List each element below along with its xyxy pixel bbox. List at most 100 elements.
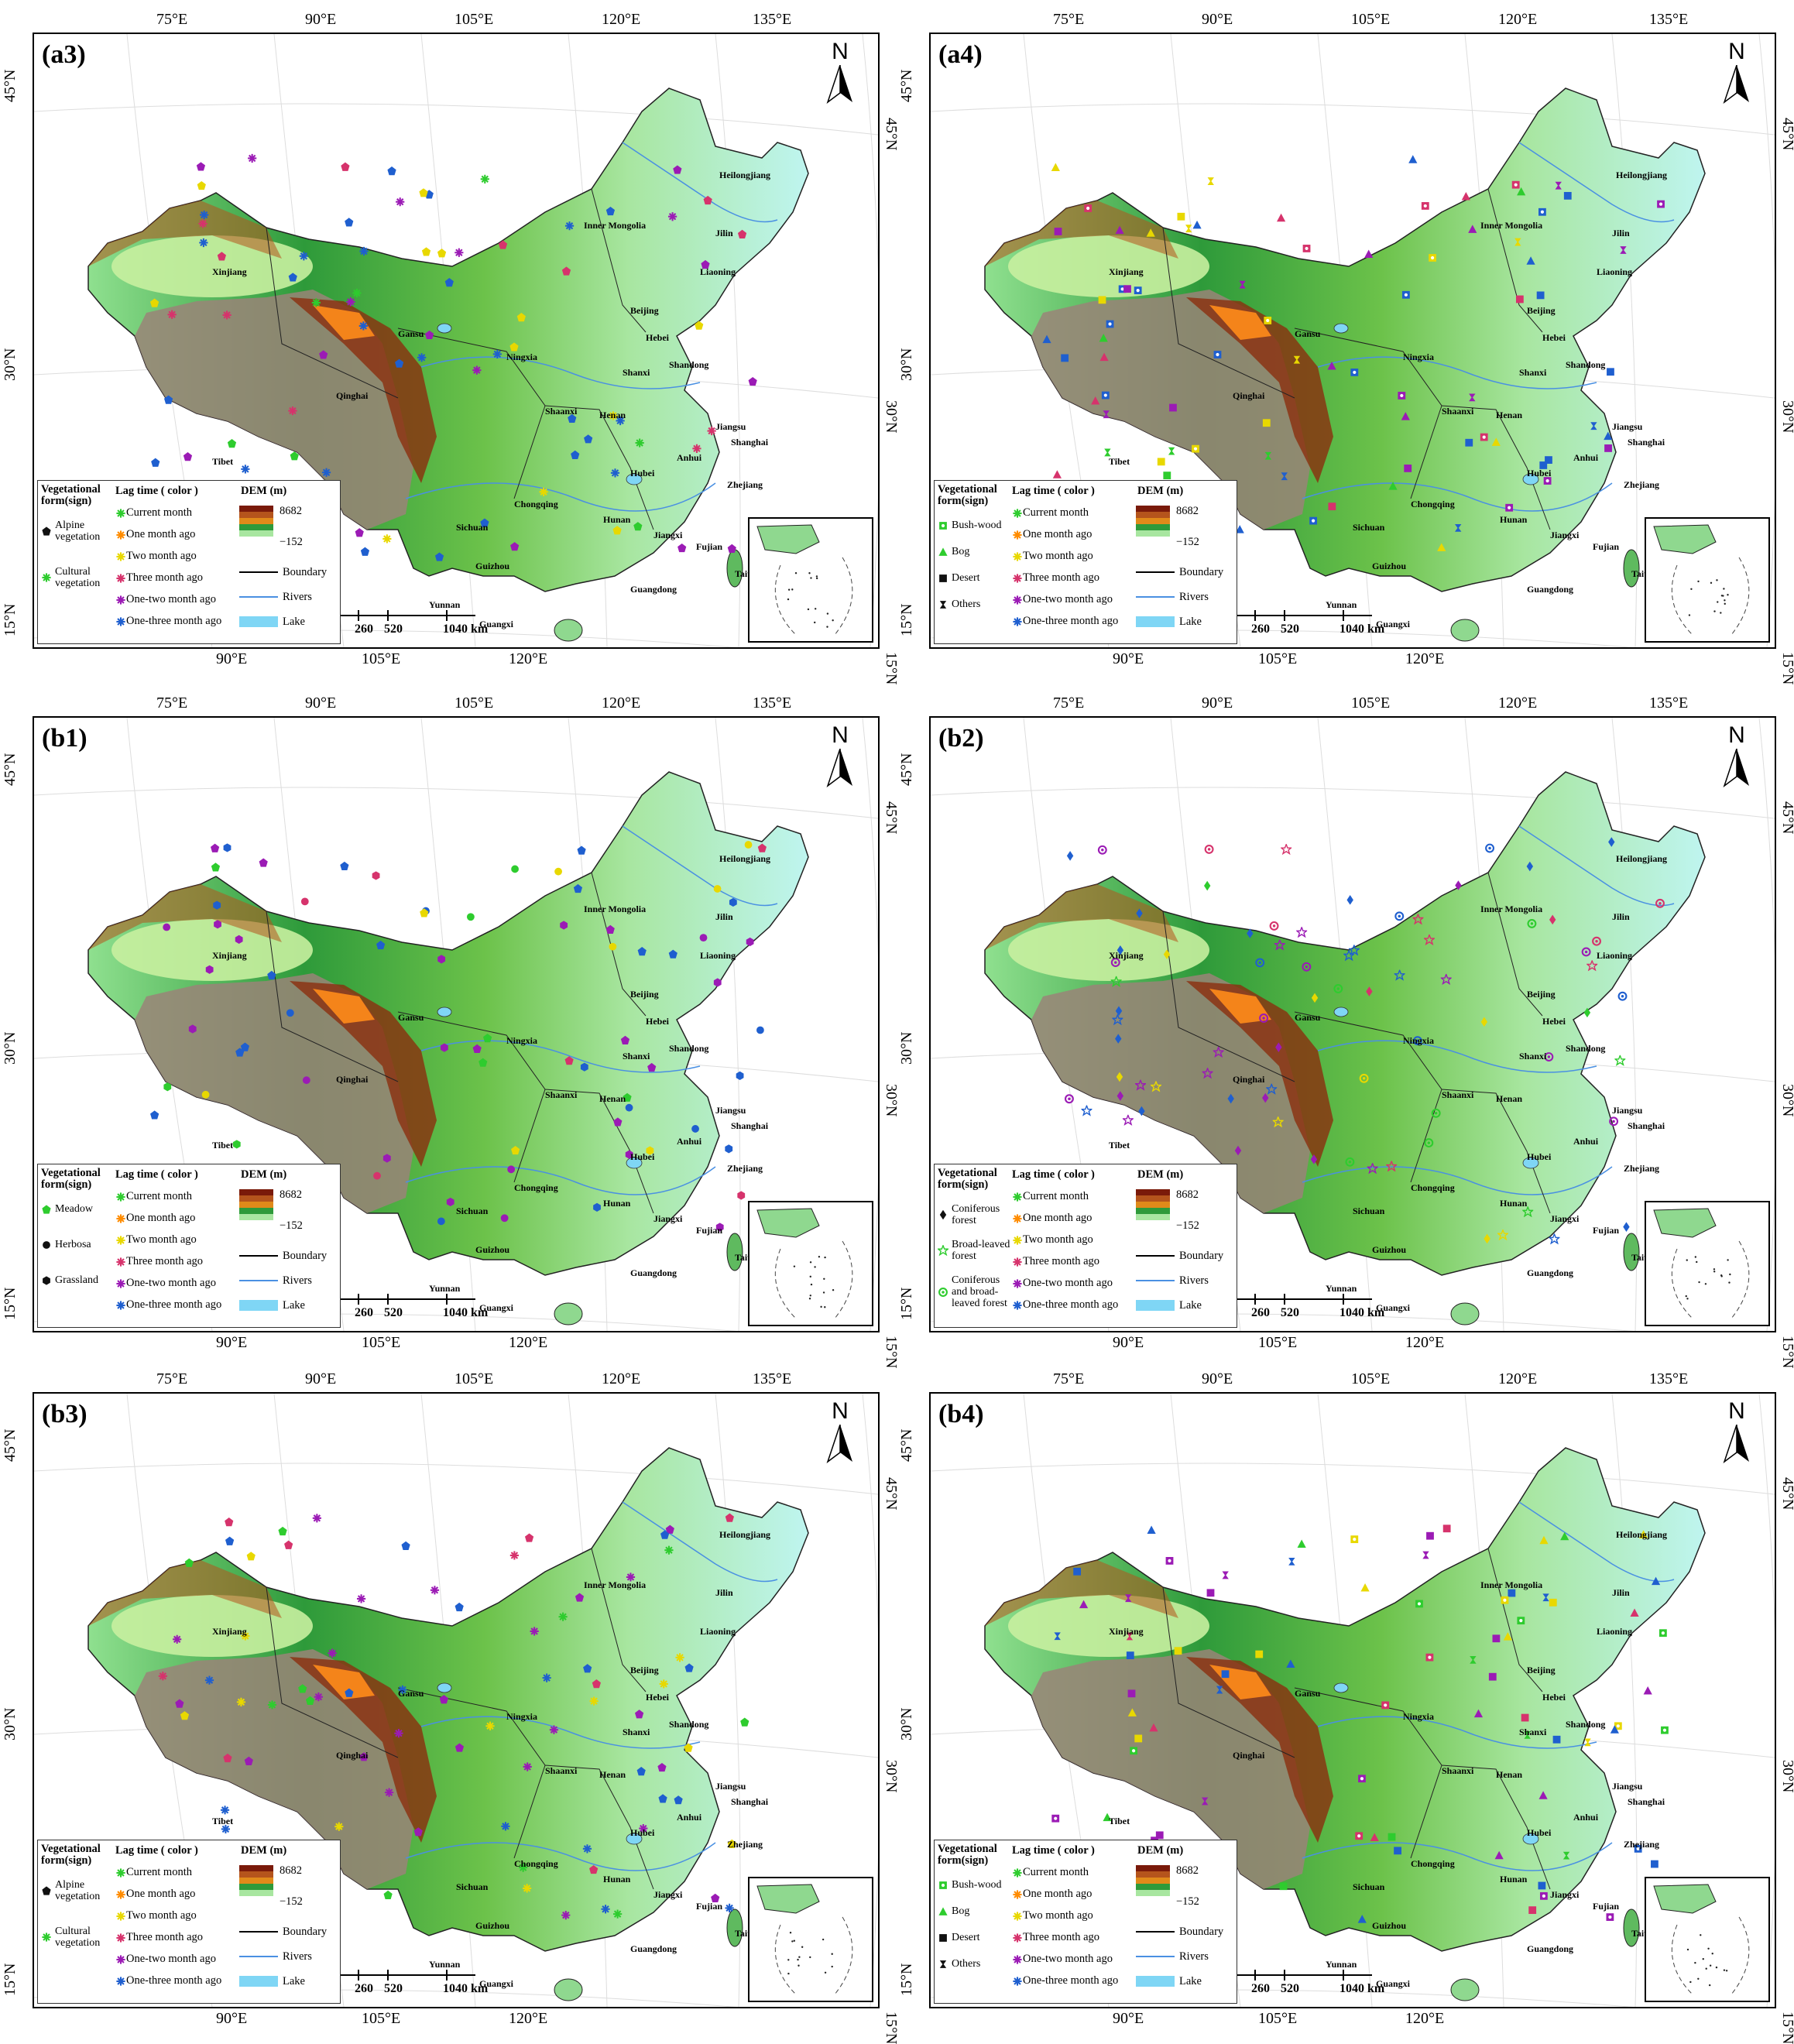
legend-rivers-item: Rivers [1136, 591, 1209, 603]
asterisk-icon [539, 487, 548, 496]
asterisk-icon [1013, 595, 1022, 605]
asterisk-icon [472, 365, 482, 375]
pentagon-icon [267, 970, 276, 980]
legend-lag-label: One-three month ago [126, 1298, 222, 1311]
ring-dot-icon [1255, 958, 1265, 968]
station-marker [284, 1540, 293, 1549]
legend-form-label: Others [952, 598, 981, 610]
circle-icon [43, 1240, 50, 1249]
province-label: Guangdong [630, 1267, 677, 1278]
latitude-tick-right: 30°N [883, 400, 900, 434]
asterisk-icon [346, 297, 355, 307]
latitude-tick-right: 15°N [883, 2011, 900, 2044]
legend-form-label: Broad-leaved forest [952, 1239, 1010, 1262]
legend-boundary-item: Boundary [239, 566, 327, 578]
station-marker [1492, 1634, 1501, 1643]
station-marker [345, 218, 354, 227]
station-marker [691, 1125, 699, 1133]
station-marker [620, 1035, 630, 1044]
pentagon-icon [695, 321, 704, 330]
ring-dot-icon [1269, 921, 1279, 931]
station-marker [1185, 225, 1192, 233]
asterisk-icon [509, 1551, 519, 1560]
rivers-symbol-icon [239, 1280, 278, 1281]
pentagon-icon [577, 845, 586, 855]
station-marker [1206, 1589, 1215, 1597]
diamond-icon [1247, 928, 1254, 938]
station-marker [1106, 320, 1114, 328]
river-line [622, 1501, 778, 1583]
scale-bar: 02605201040 km [1222, 1970, 1388, 2001]
legend-lag-item: Current month [1012, 507, 1089, 519]
province-boundary [266, 1548, 654, 1890]
longitude-tick-top: 75°E [156, 1370, 188, 1387]
circle-icon [507, 1165, 516, 1174]
pentagon-icon [210, 843, 220, 852]
pentagon-icon [511, 1145, 520, 1155]
station-marker [1264, 317, 1272, 324]
lake [1522, 473, 1539, 485]
pentagon-icon [737, 229, 747, 238]
asterisk-icon [398, 1685, 407, 1695]
asterisk-icon [222, 310, 232, 320]
station-marker [660, 1530, 670, 1539]
station-marker [1539, 461, 1548, 469]
legend-form-header: Vegetational form(sign) [41, 1167, 101, 1191]
hourglass-icon [1620, 246, 1627, 254]
province-label: Shaanxi [1442, 1765, 1474, 1776]
latitude-tick-right: 45°N [1779, 801, 1794, 835]
station-marker [492, 349, 502, 358]
square-icon [1552, 1735, 1561, 1744]
province-label: Shanghai [731, 1120, 769, 1131]
pentagon-icon [583, 1664, 592, 1673]
star-icon [938, 1245, 948, 1256]
station-marker [1126, 1651, 1134, 1659]
station-marker [1288, 1557, 1295, 1566]
pentagon-icon [360, 547, 370, 556]
station-marker [1381, 1701, 1390, 1710]
station-marker [1130, 1747, 1138, 1755]
legend-form-item: Alpine vegetation [41, 1879, 114, 1902]
legend-lag-item: Three month ago [115, 572, 203, 584]
province-label: Tibet [1109, 1816, 1130, 1826]
station-marker [616, 416, 625, 426]
province-label: Jiangsu [715, 1781, 746, 1792]
station-marker [507, 1165, 516, 1174]
station-marker [1163, 472, 1171, 480]
star-icon [1112, 1013, 1123, 1025]
legend-lake-item: Lake [239, 616, 305, 628]
asterisk-icon [321, 468, 331, 477]
asterisk-icon [589, 1696, 599, 1706]
triangle-icon [1327, 362, 1336, 370]
station-marker [1097, 845, 1107, 855]
legend-lag-label: One-three month ago [1023, 1974, 1119, 1987]
square-dot-icon [1355, 1832, 1364, 1840]
station-marker [437, 249, 447, 258]
station-marker [1163, 949, 1171, 959]
station-marker [1398, 392, 1406, 400]
station-marker [1112, 1013, 1123, 1025]
pentagon-icon [175, 1699, 184, 1708]
province-label: Hunan [1500, 514, 1528, 525]
dem-color-ramp [239, 1865, 273, 1896]
triangle-icon [1147, 1525, 1156, 1534]
province-label: Tibet [1109, 1140, 1130, 1151]
north-arrow: N [821, 1398, 859, 1467]
station-marker [1234, 1145, 1242, 1156]
dem-color-ramp [239, 506, 273, 537]
legend-form-label: Bog [952, 1905, 970, 1917]
station-marker [341, 162, 350, 171]
taiwan-island [1623, 1909, 1640, 1947]
station-marker [1604, 444, 1612, 452]
star-icon [1134, 1079, 1146, 1091]
legend-lake-label: Lake [1179, 1974, 1202, 1987]
square-dot-icon [1165, 1557, 1174, 1565]
station-marker [420, 908, 429, 917]
province-label: Shandong [669, 1719, 709, 1730]
pentagon-icon [244, 1756, 253, 1765]
triangle-icon [1388, 482, 1398, 490]
station-marker [1539, 1891, 1548, 1900]
station-marker [673, 165, 682, 174]
station-marker [1101, 391, 1110, 400]
pentagon-icon [571, 450, 580, 459]
